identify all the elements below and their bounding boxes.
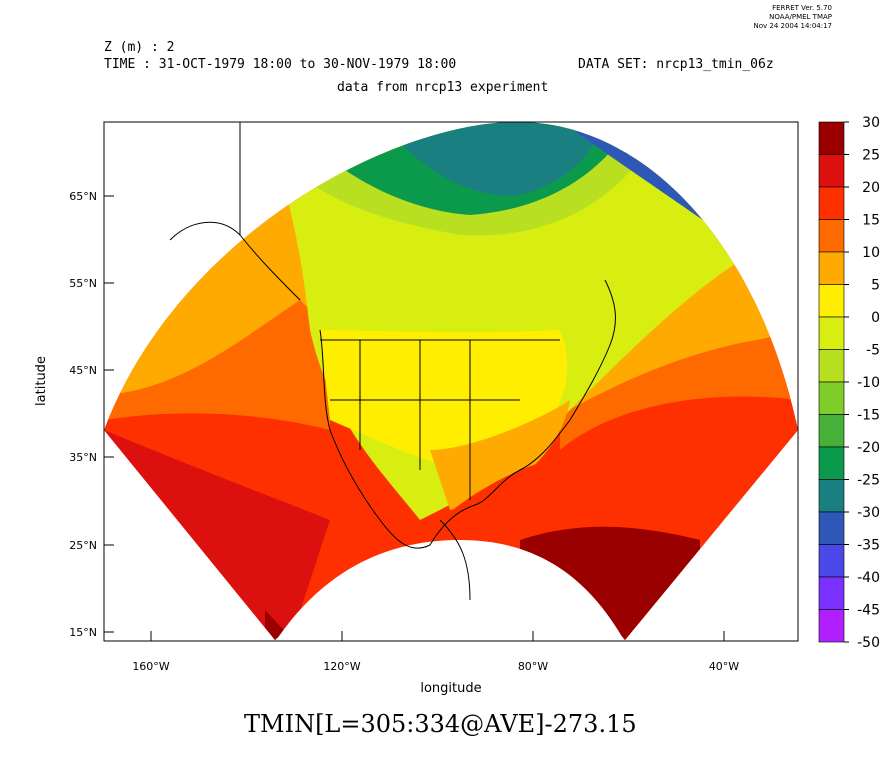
chart-subtitle: data from nrcp13 experiment bbox=[337, 80, 549, 95]
colorbar-swatch bbox=[818, 414, 845, 448]
y-tick-label: 15°N bbox=[69, 626, 97, 639]
time-range-label: TIME : 31-OCT-1979 18:00 to 30-NOV-1979 … bbox=[104, 57, 457, 72]
colorbar-swatch bbox=[818, 576, 845, 610]
x-tick-label: 40°W bbox=[709, 660, 739, 673]
plot-frame bbox=[103, 121, 799, 642]
axis-ticks bbox=[104, 195, 725, 641]
colorbar-level-label: -30 bbox=[857, 505, 880, 521]
variable-label: TMIN[L=305:334@AVE]-273.15 bbox=[244, 710, 637, 738]
colorbar-level-label: -25 bbox=[857, 473, 880, 489]
y-tick-label: 25°N bbox=[69, 539, 97, 552]
colorbar-swatch bbox=[818, 121, 845, 155]
colorbar-level-label: -15 bbox=[857, 408, 880, 424]
colorbar-swatch bbox=[818, 446, 845, 480]
colorbar-swatch bbox=[818, 349, 845, 383]
x-tick-label: 160°W bbox=[132, 660, 169, 673]
y-axis-title: latitude bbox=[34, 356, 49, 406]
colorbar-swatch bbox=[818, 609, 845, 643]
colorbar-level-label: 20 bbox=[862, 180, 880, 196]
colorbar-swatch bbox=[818, 544, 845, 578]
out-of-domain-south bbox=[275, 540, 625, 641]
colorbar-level-label: 30 bbox=[862, 115, 880, 131]
colorbar-level-label: -40 bbox=[857, 570, 880, 586]
band-greenland bbox=[560, 122, 720, 225]
colorbar-level-label: -35 bbox=[857, 538, 880, 554]
x-axis-title: longitude bbox=[420, 681, 481, 696]
dataset-label: DATA SET: nrcp13_tmin_06z bbox=[578, 57, 774, 72]
colorbar-swatch bbox=[818, 251, 845, 285]
colorbar-swatch bbox=[818, 511, 845, 545]
colorbar-swatch bbox=[818, 381, 845, 415]
y-tick-label: 45°N bbox=[69, 364, 97, 377]
x-tick-label: 80°W bbox=[518, 660, 548, 673]
colorbar-level-label: -20 bbox=[857, 440, 880, 456]
ferret-timestamp-label: Nov 24 2004 14:04:17 bbox=[753, 22, 833, 30]
colorbar-level-label: 5 bbox=[871, 278, 880, 294]
colorbar-swatch bbox=[818, 284, 845, 318]
colorbar-level-label: 10 bbox=[862, 245, 880, 261]
ferret-version-label: FERRET Ver. 5.70 bbox=[772, 4, 832, 12]
colorbar-swatch bbox=[818, 219, 845, 253]
band-atlantic-10 bbox=[560, 240, 798, 420]
band-pacific-15 bbox=[104, 300, 330, 430]
colorbar: 30 25 20 15 10 5 0 -5 -10 -15 -20 -25 -30 -35 -40 -45 -5… bbox=[818, 115, 880, 651]
band-southeast-us bbox=[430, 400, 570, 510]
colorbar-swatch bbox=[818, 186, 845, 220]
colorbar-level-label: 25 bbox=[862, 148, 880, 164]
colorbar-level-label: 15 bbox=[862, 213, 880, 229]
y-tick-label: 55°N bbox=[69, 277, 97, 290]
colorbar-level-label: -10 bbox=[857, 375, 880, 391]
z-level-label: Z (m) : 2 bbox=[104, 40, 175, 55]
colorbar-level-label: -50 bbox=[857, 635, 880, 651]
band-arctic bbox=[380, 122, 600, 196]
colorbar-level-label: 0 bbox=[871, 310, 880, 326]
colorbar-swatch bbox=[818, 479, 845, 513]
colorbar-swatch bbox=[818, 154, 845, 188]
colorbar-level-label: -5 bbox=[866, 343, 880, 359]
temperature-field bbox=[104, 122, 798, 641]
x-tick-labels: 160°W 120°W 80°W 40°W bbox=[132, 660, 739, 673]
colorbar-level-label: -45 bbox=[857, 603, 880, 619]
colorbar-swatch bbox=[818, 316, 845, 350]
ferret-org-label: NOAA/PMEL TMAP bbox=[769, 13, 832, 21]
y-tick-labels: 15°N 25°N 35°N 45°N 55°N 65°N bbox=[69, 190, 97, 639]
band-atlantic-15 bbox=[560, 335, 798, 450]
y-tick-label: 65°N bbox=[69, 190, 97, 203]
x-tick-label: 120°W bbox=[323, 660, 360, 673]
y-tick-label: 35°N bbox=[69, 451, 97, 464]
coastline bbox=[169, 122, 616, 601]
